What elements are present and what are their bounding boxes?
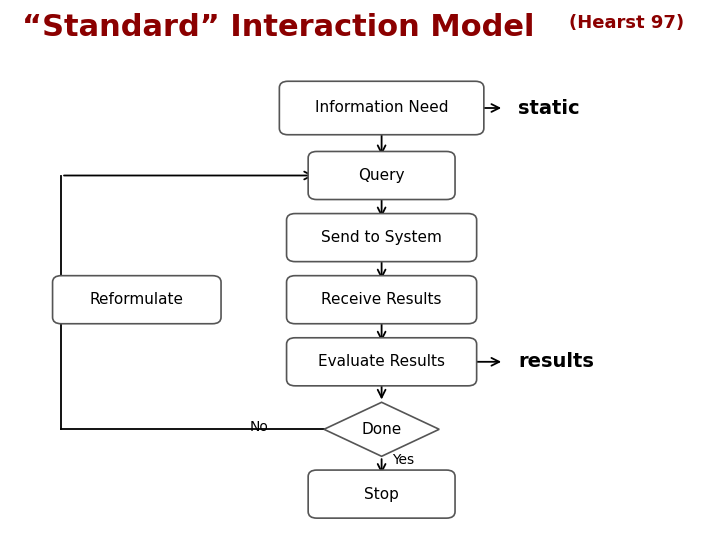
- Text: Done: Done: [361, 422, 402, 437]
- Text: Send to System: Send to System: [321, 230, 442, 245]
- Text: “Standard” Interaction Model: “Standard” Interaction Model: [22, 14, 534, 43]
- Text: Yes: Yes: [392, 453, 415, 467]
- FancyBboxPatch shape: [53, 275, 221, 324]
- Polygon shape: [324, 402, 439, 456]
- Text: Evaluate Results: Evaluate Results: [318, 354, 445, 369]
- Text: Stop: Stop: [364, 487, 399, 502]
- FancyBboxPatch shape: [287, 275, 477, 324]
- Text: (Hearst 97): (Hearst 97): [569, 14, 684, 31]
- Text: Information Need: Information Need: [315, 100, 449, 116]
- FancyBboxPatch shape: [287, 338, 477, 386]
- FancyBboxPatch shape: [287, 213, 477, 261]
- FancyBboxPatch shape: [308, 151, 455, 199]
- Text: static: static: [518, 98, 580, 118]
- FancyBboxPatch shape: [279, 81, 484, 134]
- Text: Reformulate: Reformulate: [90, 292, 184, 307]
- Text: No: No: [250, 420, 269, 434]
- Text: Query: Query: [359, 168, 405, 183]
- Text: Receive Results: Receive Results: [321, 292, 442, 307]
- Text: results: results: [518, 352, 594, 372]
- FancyBboxPatch shape: [308, 470, 455, 518]
